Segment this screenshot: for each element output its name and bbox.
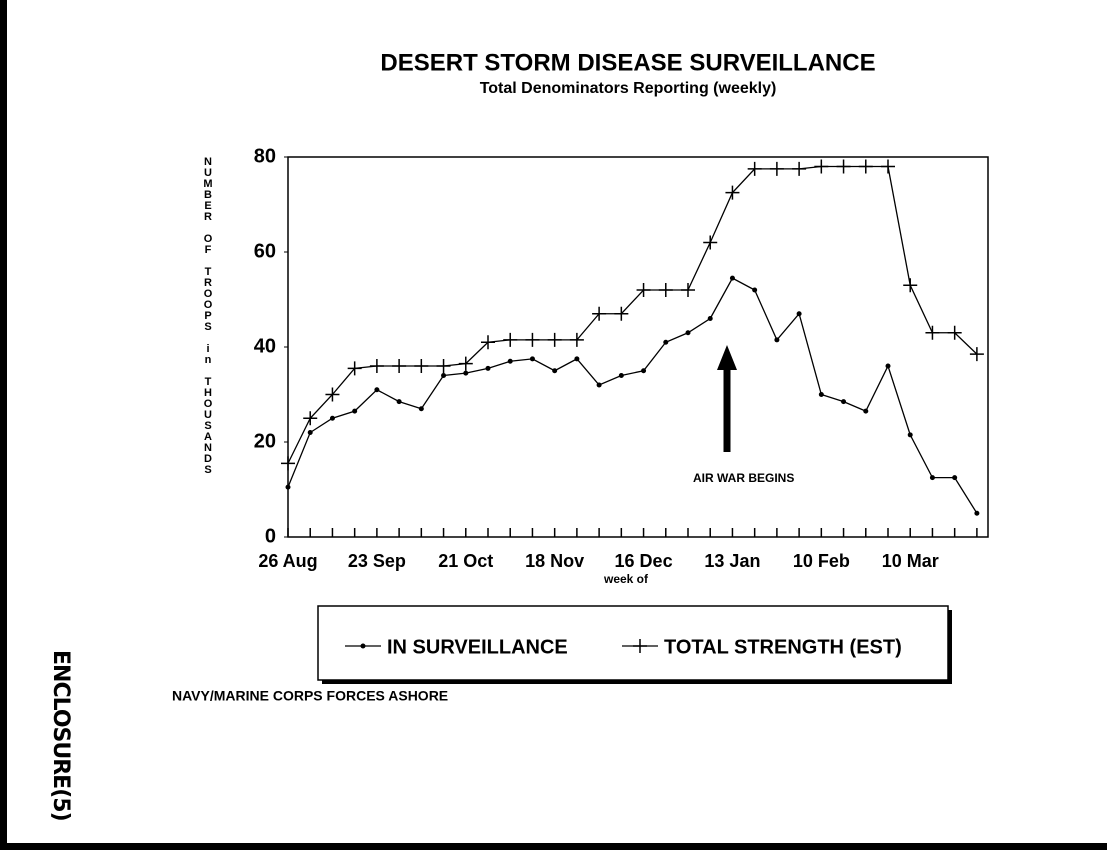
point-marker (663, 339, 669, 345)
point-marker (281, 456, 295, 471)
point-marker (614, 306, 629, 321)
point-marker (796, 311, 802, 317)
point-marker (681, 283, 695, 297)
point-marker (863, 408, 869, 414)
series-line (287, 277, 978, 514)
point-marker (729, 275, 735, 281)
point-marker (818, 392, 824, 397)
point-marker (774, 337, 780, 343)
chart-title: DESERT STORM DISEASE SURVEILLANCE (380, 49, 875, 76)
x-tick-label: 23 Sep (348, 551, 406, 571)
point-marker (569, 332, 584, 347)
point-marker (374, 387, 380, 393)
point-marker (303, 411, 318, 426)
point-marker (947, 325, 962, 340)
point-marker (596, 382, 602, 388)
x-tick-label: 18 Nov (525, 551, 584, 571)
point-marker (463, 370, 469, 376)
point-marker (925, 325, 940, 340)
point-marker (903, 278, 918, 293)
point-marker (574, 356, 580, 362)
point-marker (707, 316, 713, 321)
point-marker (814, 159, 829, 174)
page-border-left (0, 0, 7, 850)
page-border-bottom (0, 843, 1107, 850)
point-marker (418, 406, 424, 412)
annotation: AIR WAR BEGINS (693, 471, 794, 485)
point-marker (641, 368, 647, 374)
x-tick-label: 10 Mar (882, 551, 939, 571)
point-marker (841, 399, 847, 405)
stamp: ENCLOSURE(5) (48, 650, 73, 821)
point-marker (969, 347, 984, 362)
legend-marker (360, 643, 366, 649)
point-marker (907, 432, 913, 438)
plot-frame (287, 156, 989, 538)
x-tick-label: 10 Feb (793, 551, 850, 571)
legend-box (317, 605, 949, 681)
y-tick-label: 80 (254, 145, 276, 167)
x-tick-label: 21 Oct (438, 551, 493, 571)
point-marker (441, 373, 447, 378)
point-marker (547, 332, 562, 347)
y-axis-label: NUMBER OF TROOPS in THOUSANDS (202, 156, 214, 475)
point-marker (285, 484, 291, 490)
point-marker (858, 159, 873, 174)
point-marker (369, 359, 384, 373)
legend-marker (633, 639, 647, 653)
point-marker (529, 356, 535, 362)
point-marker (974, 510, 980, 516)
point-marker (836, 159, 851, 174)
point-marker (618, 373, 624, 378)
chart-subtitle: Total Denominators Reporting (weekly) (480, 80, 777, 97)
point-marker (503, 332, 518, 347)
footer: NAVY/MARINE CORPS FORCES ASHORE (172, 688, 448, 704)
point-marker (703, 235, 718, 250)
annotation-arrowhead (717, 345, 737, 370)
y-tick-label: 20 (254, 430, 276, 452)
point-marker (752, 287, 758, 293)
point-marker (436, 359, 451, 373)
point-marker (485, 365, 491, 371)
point-marker (881, 159, 895, 174)
series-line (287, 165, 978, 464)
x-tick-label: 16 Dec (615, 551, 673, 571)
point-marker (658, 283, 673, 297)
point-marker (952, 475, 958, 481)
point-marker (769, 161, 784, 176)
y-tick-label: 40 (254, 335, 276, 357)
point-marker (592, 306, 607, 321)
x-tick-label: 13 Jan (704, 551, 760, 571)
point-marker (458, 356, 473, 371)
point-marker (725, 185, 740, 200)
point-marker (685, 330, 691, 336)
point-marker (392, 359, 407, 373)
point-marker (325, 387, 340, 402)
point-marker (929, 475, 935, 481)
point-marker (552, 368, 558, 374)
point-marker (885, 363, 891, 369)
y-tick-label: 0 (265, 525, 276, 547)
point-marker (525, 332, 540, 347)
point-marker (747, 161, 762, 176)
point-marker (792, 161, 807, 176)
point-marker (307, 430, 313, 435)
point-marker (347, 361, 362, 376)
point-marker (636, 283, 651, 297)
x-tick-label: 26 Aug (258, 551, 317, 571)
point-marker (396, 399, 402, 405)
legend-label: TOTAL STRENGTH (EST) (664, 636, 902, 658)
y-tick-label: 60 (254, 240, 276, 262)
point-marker (507, 358, 513, 364)
point-marker (352, 408, 358, 414)
point-marker (414, 359, 429, 373)
legend-label: IN SURVEILLANCE (387, 636, 568, 658)
point-marker (329, 415, 335, 421)
x-axis-label: week of (603, 572, 649, 586)
point-marker (481, 335, 495, 350)
